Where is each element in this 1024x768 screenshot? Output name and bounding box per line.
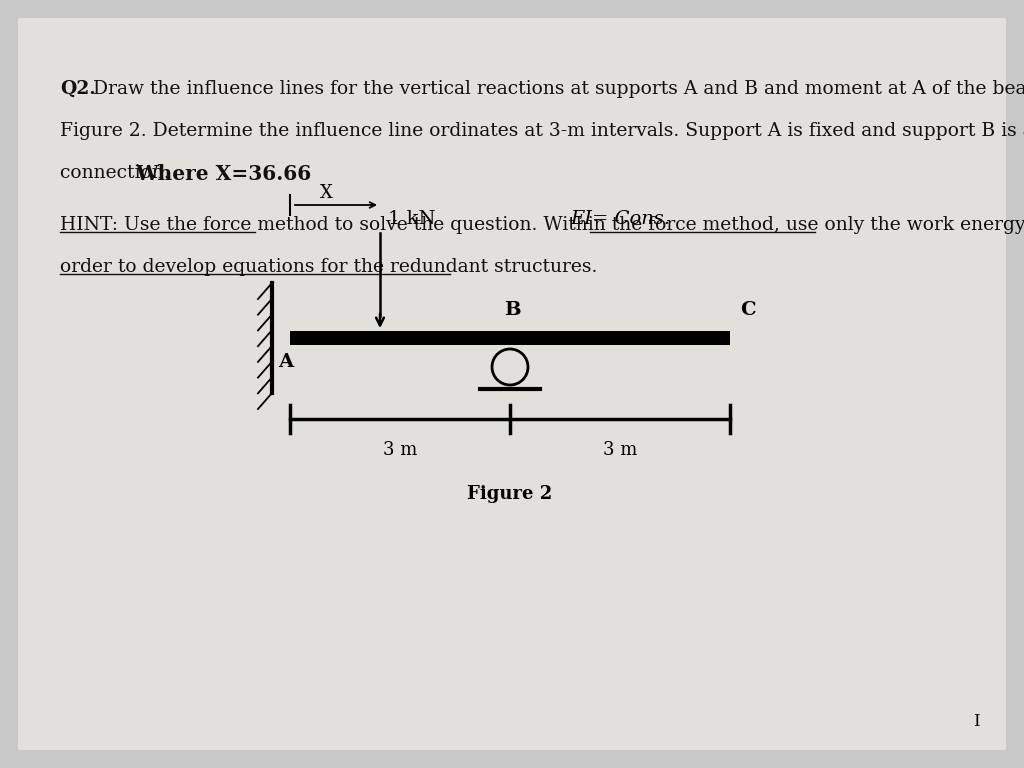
Circle shape bbox=[492, 349, 528, 385]
Text: connection.: connection. bbox=[60, 164, 176, 182]
Text: Q2.: Q2. bbox=[60, 80, 96, 98]
Text: I: I bbox=[974, 713, 980, 730]
Text: 3 m: 3 m bbox=[603, 441, 637, 459]
Text: A: A bbox=[278, 353, 293, 371]
Text: B: B bbox=[504, 301, 520, 319]
Text: EI= Cons.: EI= Cons. bbox=[570, 210, 670, 228]
Text: Where X=36.66: Where X=36.66 bbox=[135, 164, 311, 184]
Text: C: C bbox=[740, 301, 756, 319]
Text: Figure 2: Figure 2 bbox=[467, 485, 553, 503]
Text: X: X bbox=[319, 184, 333, 202]
Text: order to develop equations for the redundant structures.: order to develop equations for the redun… bbox=[60, 258, 597, 276]
Text: Draw the influence lines for the vertical reactions at supports A and B and mome: Draw the influence lines for the vertica… bbox=[93, 80, 1024, 98]
Text: 1 kN: 1 kN bbox=[388, 210, 435, 228]
Text: 3 m: 3 m bbox=[383, 441, 417, 459]
Bar bbox=[290, 331, 730, 345]
Text: Figure 2. Determine the influence line ordinates at 3-m intervals. Support A is : Figure 2. Determine the influence line o… bbox=[60, 122, 1024, 140]
Text: HINT: Use the force method to solve the question. Within the force method, use o: HINT: Use the force method to solve the … bbox=[60, 216, 1024, 234]
